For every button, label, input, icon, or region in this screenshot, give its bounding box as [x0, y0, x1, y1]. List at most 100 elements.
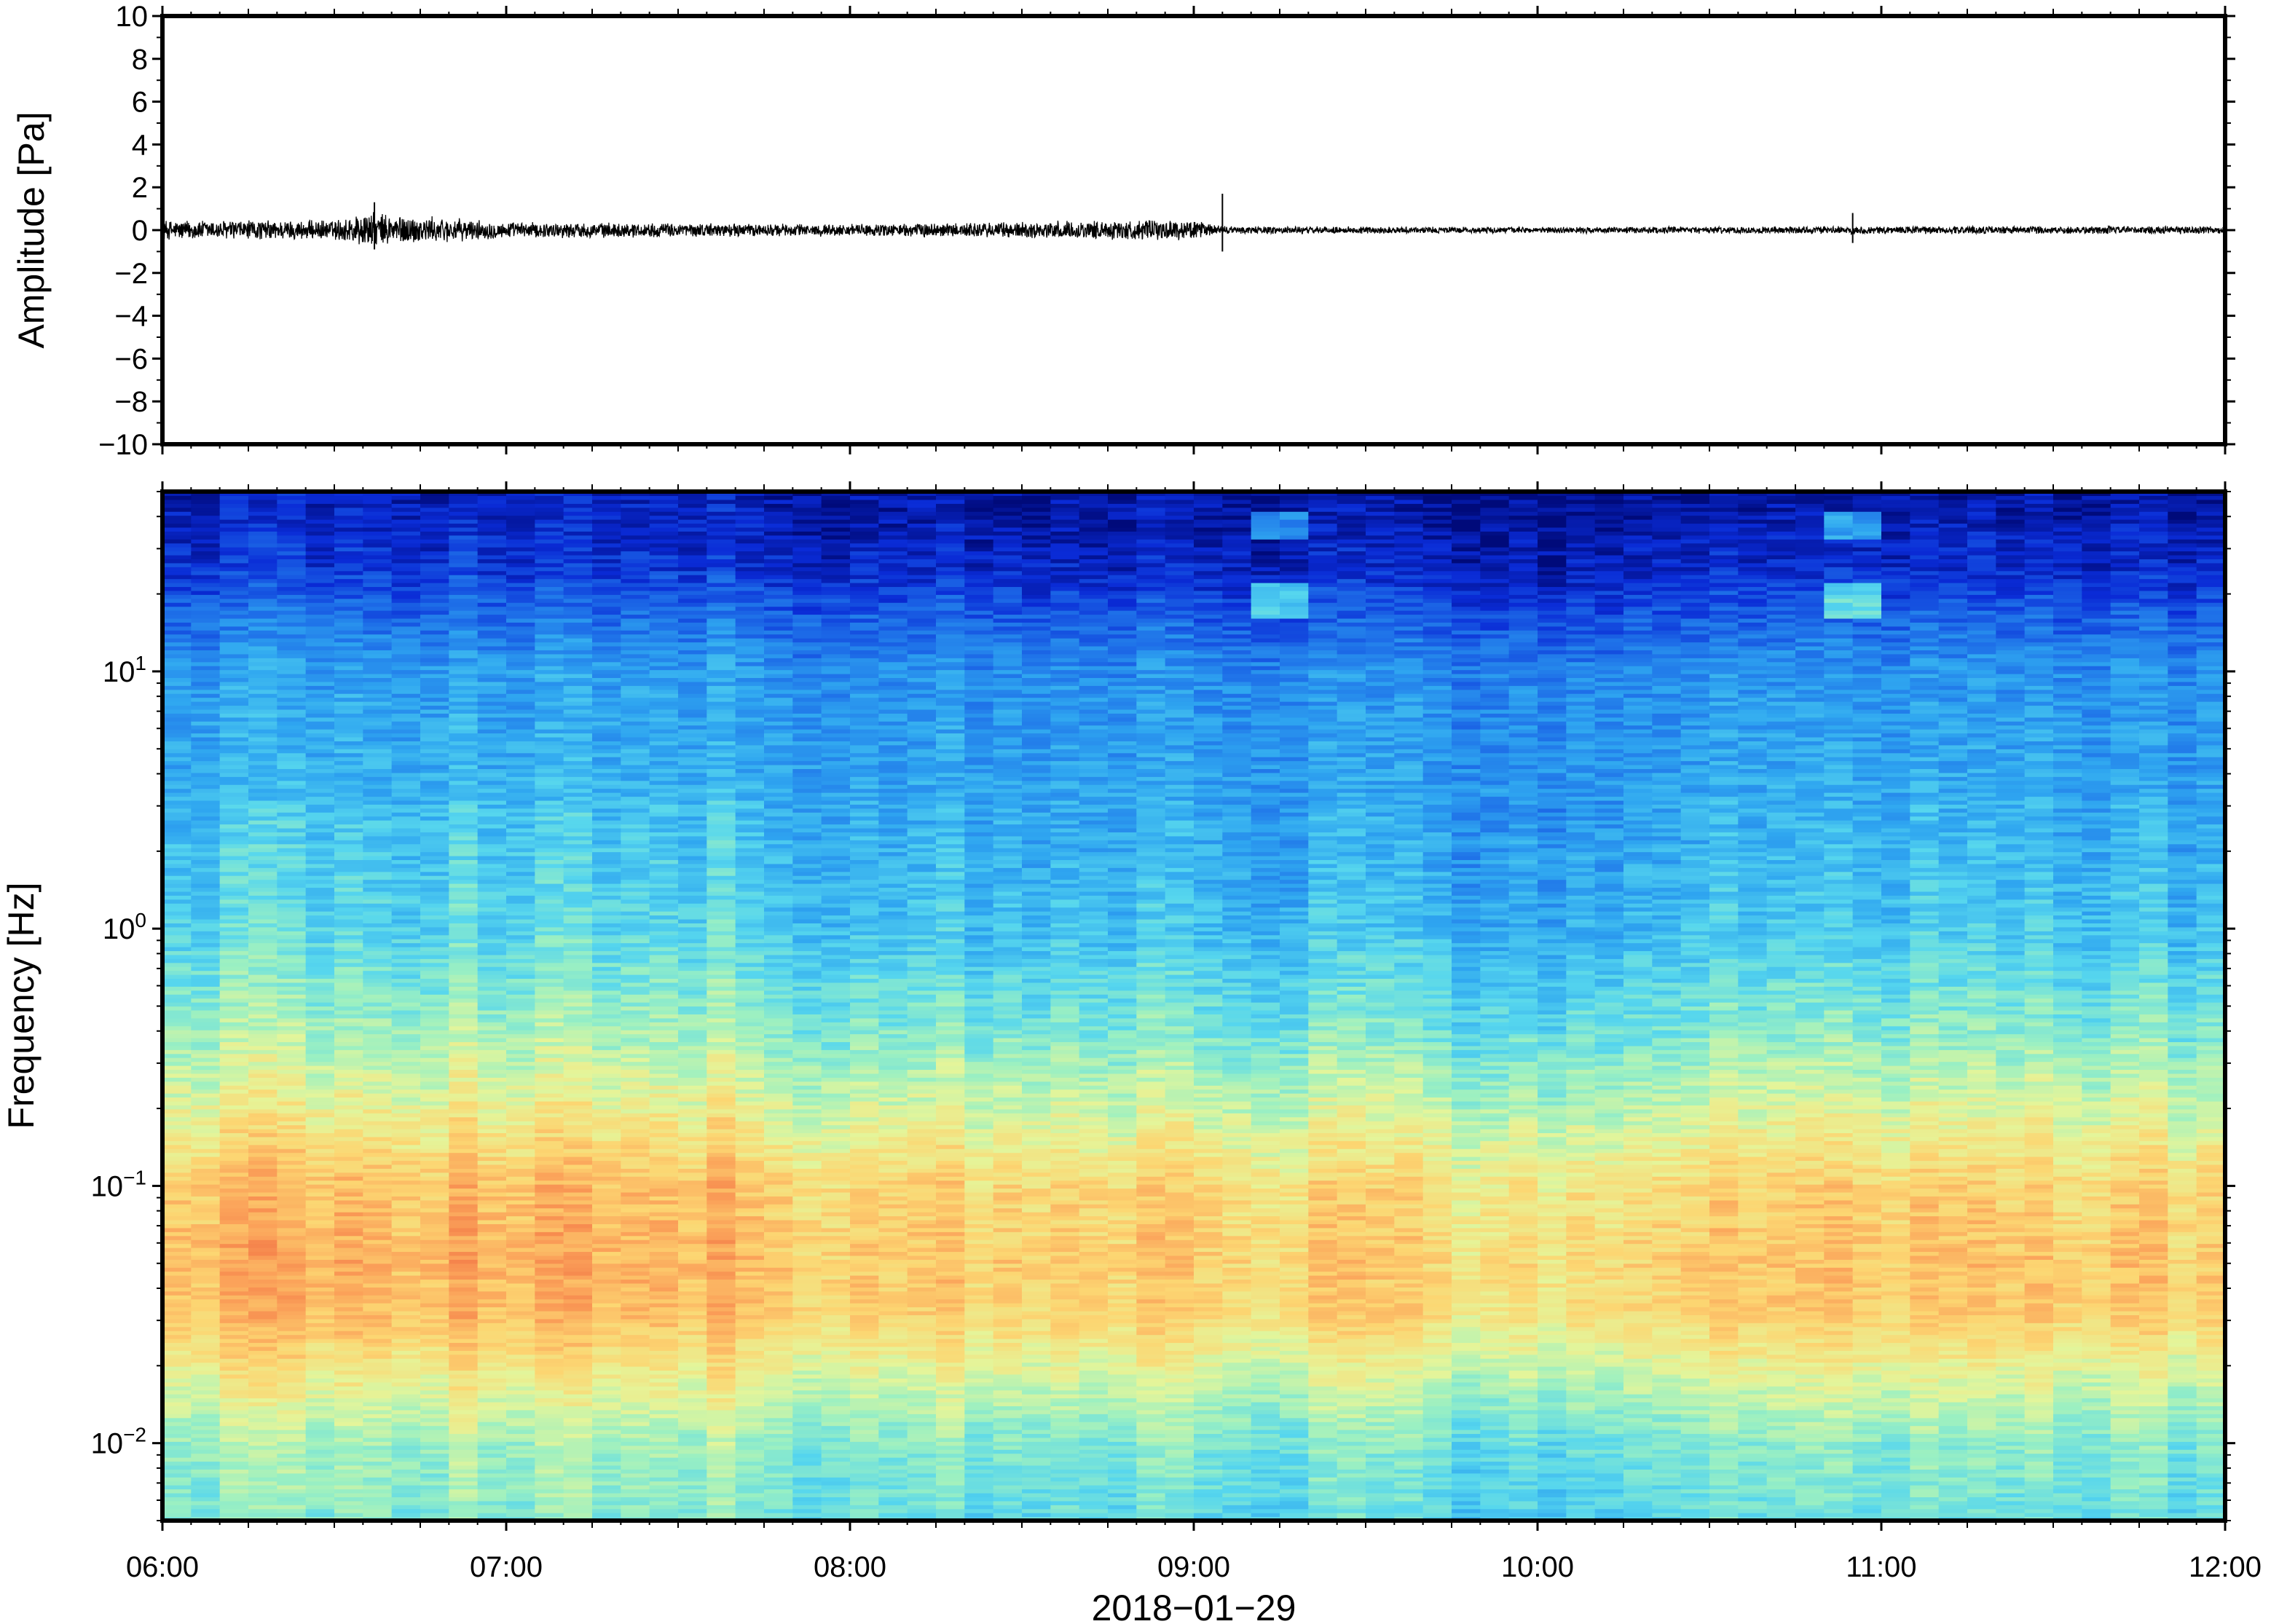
spectrogram-cell [506, 1085, 535, 1090]
spectrogram-cell [219, 1085, 249, 1090]
spectrogram-cell [592, 1346, 621, 1351]
spectrogram-cell [334, 645, 363, 650]
spectrogram-cell [535, 1223, 564, 1229]
spectrogram-cell [506, 681, 535, 686]
spectrogram-cell [649, 693, 679, 698]
spectrogram-cell [277, 962, 307, 967]
spectrogram-cell [248, 523, 278, 528]
spectrogram-cell [248, 812, 278, 817]
spectrogram-cell [420, 650, 449, 655]
spectrogram-cell [621, 950, 650, 955]
spectrogram-cell [305, 559, 335, 564]
amplitude-tick-label: 0 [132, 215, 148, 247]
spectrogram-cell [506, 1465, 535, 1470]
spectrogram-cell [678, 1497, 707, 1502]
spectrogram-cell [248, 923, 278, 928]
spectrogram-cell [420, 606, 449, 611]
spectrogram-cell [277, 1263, 307, 1268]
spectrogram-cell [420, 879, 449, 884]
spectrogram-cell [277, 1207, 307, 1213]
spectrogram-cell [649, 562, 679, 567]
spectrogram-cell [277, 1124, 307, 1130]
spectrogram-cell [592, 1331, 621, 1336]
spectrogram-cell [277, 942, 307, 947]
spectrogram-cell [649, 1445, 679, 1450]
spectrogram-cell [621, 1065, 650, 1071]
spectrogram-cell [592, 1191, 621, 1197]
spectrogram-cell [449, 1279, 479, 1284]
spectrogram-cell [563, 1259, 593, 1264]
spectrogram-cell [420, 492, 449, 497]
spectrogram-cell [277, 1081, 307, 1086]
spectrogram-cell [477, 1477, 507, 1482]
spectrogram-cell [592, 1255, 621, 1260]
spectrogram-cell [535, 1390, 564, 1395]
spectrogram-cell [563, 503, 593, 508]
spectrogram-cell [449, 535, 479, 540]
spectrogram-cell [363, 1184, 393, 1189]
spectrogram-cell [391, 1473, 421, 1478]
spectrogram-cell [277, 1295, 307, 1300]
spectrogram-cell [420, 1298, 449, 1304]
spectrogram-cell [162, 776, 192, 781]
spectrogram-cell [535, 946, 564, 952]
spectrogram-cell [420, 701, 449, 706]
spectrogram-cell [420, 602, 449, 607]
spectrogram-cell [449, 879, 479, 884]
spectrogram-cell [621, 1097, 650, 1102]
spectrogram-cell [592, 618, 621, 623]
spectrogram-cell [162, 661, 192, 666]
spectrogram-cell [535, 820, 564, 825]
spectrogram-cell [621, 689, 650, 694]
spectrogram-cell [592, 1140, 621, 1146]
spectrogram-cell [277, 673, 307, 679]
spectrogram-cell [477, 962, 507, 967]
spectrogram-cell [506, 1259, 535, 1264]
spectrogram-cell [219, 1033, 249, 1038]
spectrogram-cell [191, 1196, 221, 1201]
spectrogram-cell [191, 1136, 221, 1141]
spectrogram-cell [219, 1469, 249, 1474]
spectrogram-cell [592, 796, 621, 801]
spectrogram-cell [621, 796, 650, 801]
spectrogram-cell [477, 1390, 507, 1395]
spectrogram-cell [477, 1128, 507, 1133]
spectrogram-cell [363, 1164, 393, 1169]
spectrogram-cell [391, 1505, 421, 1510]
spectrogram-cell [248, 907, 278, 912]
spectrogram-cell [649, 776, 679, 781]
spectrogram-cell [477, 547, 507, 552]
spectrogram-cell [305, 1188, 335, 1193]
spectrogram-cell [621, 978, 650, 983]
spectrogram-cell [363, 1235, 393, 1240]
spectrogram-cell [305, 934, 335, 939]
spectrogram-cell [191, 1207, 221, 1213]
spectrogram-cell [191, 768, 221, 773]
spectrogram-cell [277, 527, 307, 532]
spectrogram-cell [248, 638, 278, 643]
spectrogram-cell [563, 1481, 593, 1486]
spectrogram-cell [277, 749, 307, 754]
spectrogram-cell [391, 891, 421, 896]
spectrogram-cell [506, 749, 535, 754]
spectrogram-cell [420, 867, 449, 872]
spectrogram-cell [649, 1116, 679, 1122]
spectrogram-cell [621, 1243, 650, 1248]
spectrogram-cell [477, 768, 507, 773]
spectrogram-cell [162, 1331, 192, 1336]
spectrogram-cell [248, 757, 278, 762]
spectrogram-cell [391, 1108, 421, 1113]
spectrogram-cell [219, 503, 249, 508]
spectrogram-cell [277, 575, 307, 580]
spectrogram-cell [191, 970, 221, 975]
spectrogram-cell [506, 1144, 535, 1149]
spectrogram-cell [305, 594, 335, 599]
spectrogram-cell [678, 1406, 707, 1411]
spectrogram-cell [649, 492, 679, 497]
spectrogram-cell [363, 1263, 393, 1268]
spectrogram-cell [391, 899, 421, 904]
spectrogram-cell [621, 879, 650, 884]
spectrogram-cell [363, 776, 393, 781]
spectrogram-cell [277, 907, 307, 912]
spectrogram-cell [334, 1414, 363, 1419]
